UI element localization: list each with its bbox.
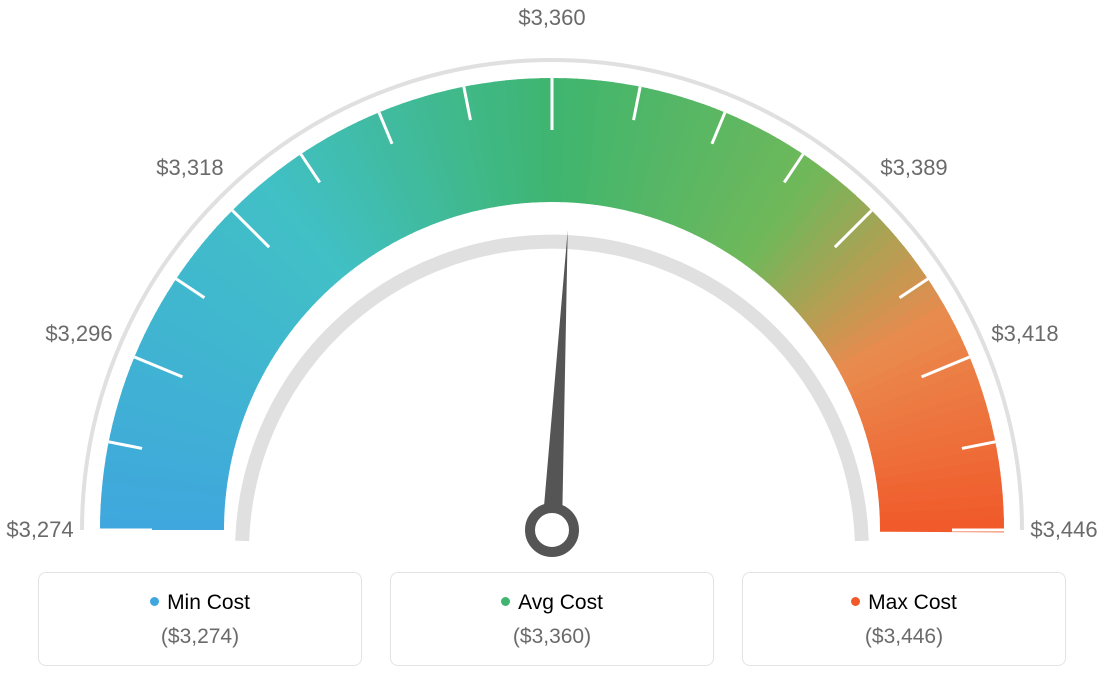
legend-card-min: Min Cost ($3,274) xyxy=(38,572,362,666)
legend-card-max: Max Cost ($3,446) xyxy=(742,572,1066,666)
legend-title-avg: Avg Cost xyxy=(401,591,703,615)
legend-title-max: Max Cost xyxy=(753,591,1055,615)
gauge-svg xyxy=(0,30,1104,590)
dot-icon xyxy=(501,597,510,606)
gauge-tick-label: $3,446 xyxy=(1030,517,1097,543)
gauge-tick-label: $3,389 xyxy=(880,155,947,181)
legend-title-min: Min Cost xyxy=(49,591,351,615)
legend-title-text: Max Cost xyxy=(868,591,957,614)
gauge-tick-label: $3,274 xyxy=(6,517,73,543)
legend-row: Min Cost ($3,274) Avg Cost ($3,360) Max … xyxy=(38,572,1066,666)
legend-value-min: ($3,274) xyxy=(49,625,351,649)
dot-icon xyxy=(851,597,860,606)
gauge-tick-label: $3,318 xyxy=(156,155,223,181)
legend-value-avg: ($3,360) xyxy=(401,625,703,649)
legend-title-text: Min Cost xyxy=(167,591,250,614)
gauge-tick-label: $3,296 xyxy=(45,321,112,347)
legend-value-max: ($3,446) xyxy=(753,625,1055,649)
gauge-tick-label: $3,418 xyxy=(991,321,1058,347)
legend-title-text: Avg Cost xyxy=(518,591,603,614)
gauge-chart: $3,274 $3,296 $3,318 $3,360 $3,389 $3,418 $3,4… xyxy=(0,0,1104,560)
legend-card-avg: Avg Cost ($3,360) xyxy=(390,572,714,666)
gauge-tick-label: $3,360 xyxy=(518,5,585,31)
dot-icon xyxy=(150,597,159,606)
